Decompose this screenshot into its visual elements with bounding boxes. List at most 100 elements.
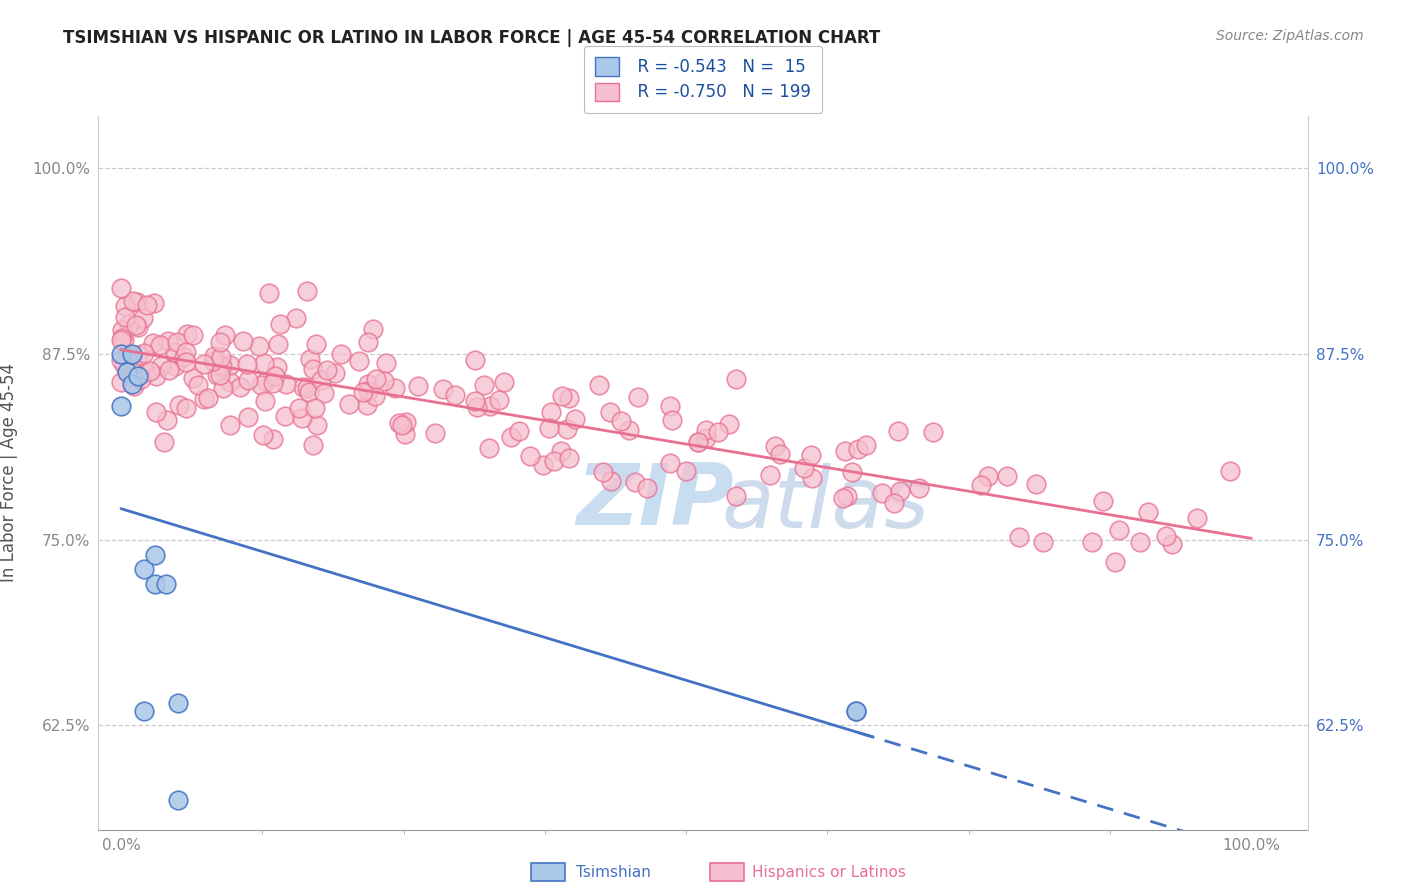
Point [121,370,143,384]
Point [432,382,454,396]
Point [212,381,235,395]
Point [232,334,254,349]
Point [132,346,155,360]
Point [356,398,378,412]
Point [262,433,284,447]
Point [136,298,159,312]
Point [127,348,149,362]
Point [1104,556,1126,570]
Point [464,393,486,408]
Point [1108,523,1130,537]
Point [209,350,232,364]
Point [111,322,134,336]
Point [688,435,710,450]
Point [193,357,215,371]
Point [305,417,328,432]
Point [205,368,228,382]
Point [922,425,945,440]
Point [121,376,143,391]
Legend:   R = -0.543   N =  15,   R = -0.750   N = 199: R = -0.543 N = 15, R = -0.750 N = 199 [583,45,823,113]
Point [599,474,621,488]
Point [1025,477,1047,491]
Point [121,364,143,378]
Point [311,373,333,387]
Point [364,371,387,385]
Point [152,435,174,450]
Point [465,401,488,415]
Point [143,577,166,591]
Point [142,296,165,310]
Point [236,358,259,372]
Point [118,317,141,331]
Point [121,347,143,361]
Point [325,366,347,380]
Point [1161,537,1184,551]
Point [763,439,786,453]
Point [214,327,236,342]
Point [156,412,179,426]
Point [551,389,574,403]
Point [250,378,273,392]
Point [356,384,378,398]
Point [375,356,398,370]
Point [832,491,855,506]
Point [143,548,166,562]
Point [297,381,319,395]
Point [110,376,132,390]
Point [537,420,560,434]
Point [155,577,177,591]
Point [617,423,640,437]
Point [219,358,242,372]
Point [686,435,709,450]
Point [1185,511,1208,525]
Point [531,458,554,472]
Point [725,489,748,503]
Point [115,365,138,379]
Point [479,400,502,414]
Point [252,428,274,442]
Point [675,465,697,479]
Point [304,401,326,416]
Point [356,335,378,350]
Point [302,362,325,376]
Point [395,415,418,429]
Point [110,399,132,413]
Point [1092,494,1115,508]
Text: Source: ZipAtlas.com: Source: ZipAtlas.com [1216,29,1364,44]
Point [254,393,277,408]
Point [1008,531,1031,545]
Point [228,379,250,393]
Point [1032,534,1054,549]
Point [364,389,387,403]
Text: atlas: atlas [721,463,929,547]
Point [793,461,815,475]
Point [264,368,287,383]
Point [846,442,869,456]
Point [167,398,190,412]
Point [557,450,579,465]
Point [659,456,682,470]
Point [110,347,132,361]
Point [887,425,910,439]
Point [284,310,307,325]
Point [907,481,929,495]
Point [406,379,429,393]
Point [492,375,515,389]
Point [519,449,541,463]
Point [302,438,325,452]
Point [187,378,209,392]
Point [193,392,215,407]
Point [112,333,135,347]
Point [266,360,288,375]
Point [1219,464,1241,478]
Point [114,310,136,325]
Point [291,379,314,393]
Point [124,379,146,393]
Point [157,363,180,377]
Point [236,373,259,387]
Point [122,294,145,309]
Point [142,336,165,351]
Point [661,412,683,426]
Point [769,447,792,461]
Point [202,349,225,363]
